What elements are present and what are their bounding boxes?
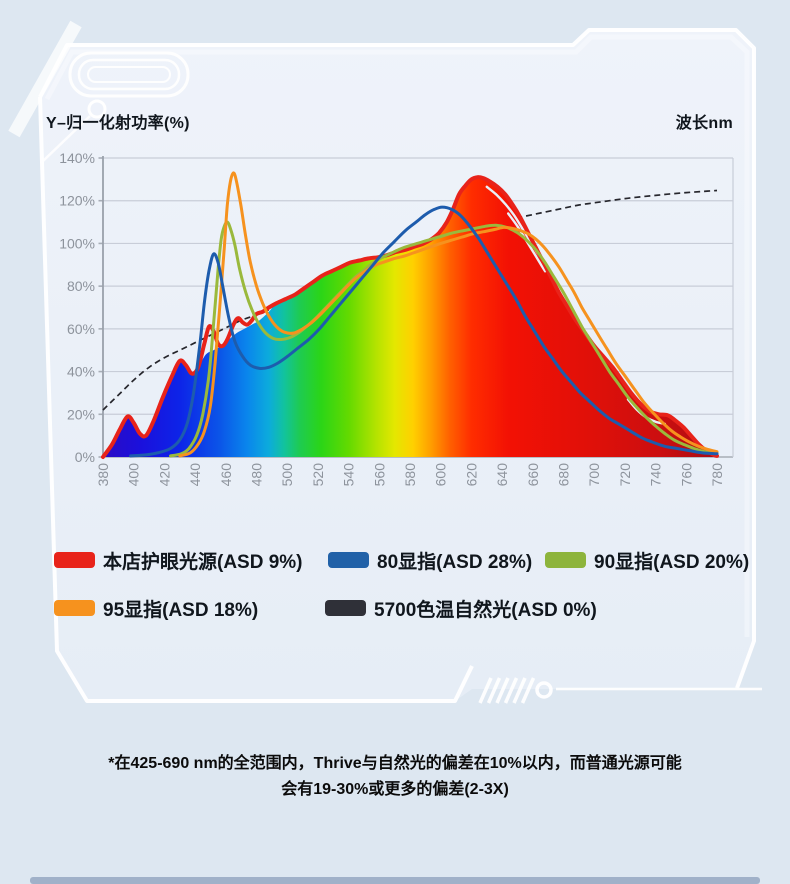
series-line-cri95 [178, 171, 719, 458]
x-tick-label: 560 [371, 463, 387, 487]
x-tick-label: 600 [433, 463, 449, 487]
x-tick-label: 620 [463, 463, 479, 487]
x-tick-label: 700 [586, 463, 602, 487]
legend-item-cri95: 95显指(ASD 18%) [54, 597, 259, 621]
frame-border-top [38, 28, 756, 689]
legend-label: 5700色温自然光(ASD 0%) [374, 599, 597, 621]
legend-swatch-orange [54, 600, 95, 616]
legend-item-eye-care-source: 本店护眼光源(ASD 9%) [54, 549, 303, 573]
legend-swatch-green [545, 552, 586, 568]
x-tick-label: 480 [249, 463, 265, 487]
hatch-slashes-decoration [478, 677, 536, 704]
pill-decoration [68, 51, 190, 98]
legend-swatch-dark [325, 600, 366, 616]
x-tick-label: 680 [556, 463, 572, 487]
x-tick-label: 460 [218, 463, 234, 487]
frame-border-bottom [38, 96, 474, 703]
x-tick-label: 500 [279, 463, 295, 487]
legend-label: 95显指(ASD 18%) [103, 599, 259, 621]
y-tick-label: 20% [67, 406, 95, 422]
footnote-line-1: *在425-690 nm的全范围内，Thrive与自然光的偏差在10%以内，而普… [108, 755, 682, 772]
y-tick-label: 120% [59, 193, 95, 209]
next-section-edge [30, 877, 760, 884]
y-tick-label: 140% [59, 150, 95, 166]
x-tick-label: 440 [187, 463, 203, 487]
x-tick-label: 740 [648, 463, 664, 487]
circle-decoration-bottom [535, 681, 553, 699]
legend-label: 80显指(ASD 28%) [377, 551, 533, 573]
legend-swatch-blue [328, 552, 369, 568]
y-tick-label: 0% [75, 449, 95, 465]
legend-label: 90显指(ASD 20%) [594, 551, 750, 573]
x-tick-label: 420 [156, 463, 172, 487]
spectral-power-chart: 0% 20% 40% 60% 80% 100% 120% 140% 380 400 420 440 46… [59, 150, 734, 487]
corner-band-decoration [8, 20, 82, 138]
y-axis-title: Y–归一化射功率(%) [46, 115, 190, 132]
x-axis-title: 波长nm [675, 115, 733, 132]
y-tick-label: 100% [59, 235, 95, 251]
x-tick-label: 660 [525, 463, 541, 487]
x-tick-label: 540 [341, 463, 357, 487]
line-decoration-top [42, 115, 91, 162]
series-spectrum-area [103, 177, 717, 457]
series-line-cri90 [169, 220, 719, 458]
legend-label: 本店护眼光源(ASD 9%) [103, 551, 303, 573]
x-tick-label: 580 [402, 463, 418, 487]
x-tick-label: 520 [310, 463, 326, 487]
x-tick-label: 780 [709, 463, 725, 487]
x-tick-label: 640 [494, 463, 510, 487]
y-tick-label: 40% [67, 364, 95, 380]
footnote: *在425-690 nm的全范围内，Thrive与自然光的偏差在10%以内，而普… [0, 751, 790, 803]
legend-swatch-red [54, 552, 95, 568]
circle-decoration-top [87, 99, 107, 119]
y-tick-label: 60% [67, 321, 95, 337]
x-tick-label: 400 [126, 463, 142, 487]
frame-inner-glow [44, 34, 750, 637]
series-line-cri80 [129, 205, 719, 458]
x-tick-label: 760 [678, 463, 694, 487]
legend-item-natural-light: 5700色温自然光(ASD 0%) [325, 597, 597, 621]
footnote-line-2: 会有19-30%或更多的偏差(2-3X) [281, 781, 509, 798]
x-tick-label: 380 [95, 463, 111, 487]
x-tick-label: 720 [617, 463, 633, 487]
legend-item-cri90: 90显指(ASD 20%) [545, 549, 750, 573]
legend-item-cri80: 80显指(ASD 28%) [328, 549, 533, 573]
y-tick-label: 80% [67, 278, 95, 294]
